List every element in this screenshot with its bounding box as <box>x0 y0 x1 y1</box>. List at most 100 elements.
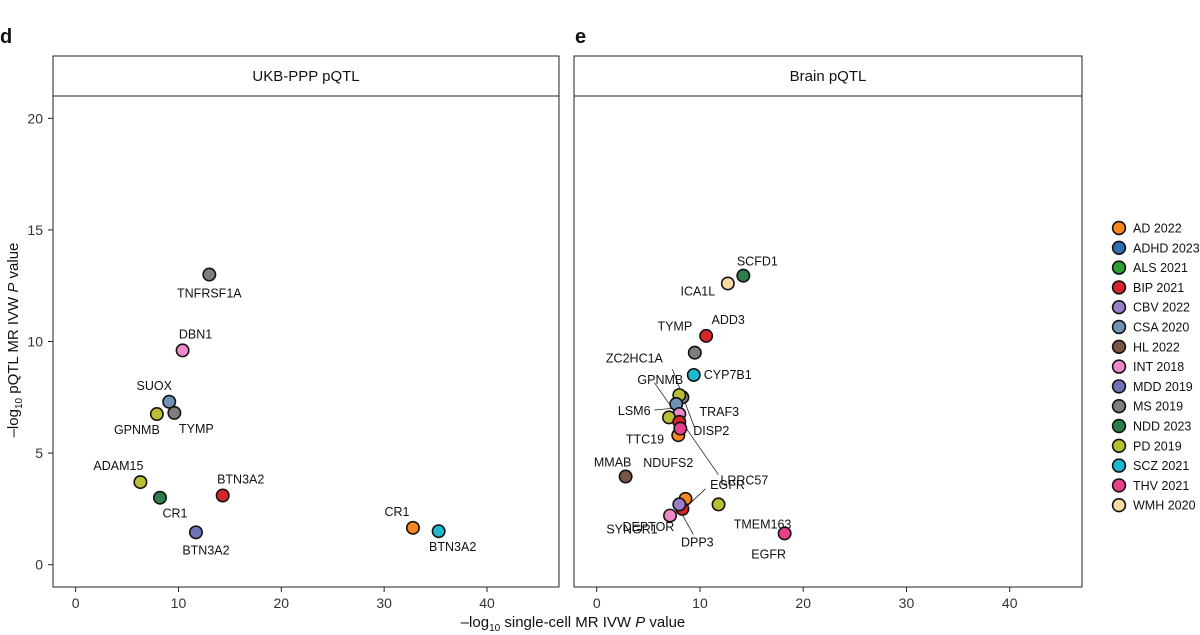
legend-label: MS 2019 <box>1133 400 1183 414</box>
data-point-add3 <box>699 328 714 343</box>
legend-label: WMH 2020 <box>1133 499 1196 513</box>
data-label-syngr1: SYNGR1 <box>606 523 657 537</box>
legend-label: ADHD 2023 <box>1133 241 1200 255</box>
data-label-btn3a2: BTN3A2 <box>217 472 264 486</box>
legend-label: HL 2022 <box>1133 340 1180 354</box>
data-label-mmab: MMAB <box>594 456 632 470</box>
x-axis-title: –log10 single-cell MR IVW P value <box>461 614 686 634</box>
legend-label: AD 2022 <box>1133 222 1182 236</box>
data-label-scfd1: SCFD1 <box>737 255 778 269</box>
x-tick-label: 0 <box>593 595 601 611</box>
y-tick-label: 5 <box>35 445 43 461</box>
data-point-dbn1 <box>175 343 190 358</box>
data-label-gpnmb: GPNMB <box>637 373 683 387</box>
data-label-lrrc57: LRRC57 <box>720 474 768 488</box>
y-tick-label: 0 <box>35 557 43 573</box>
data-point-tymp <box>687 345 702 360</box>
data-label-tymp: TYMP <box>657 320 692 334</box>
legend-label: CBV 2022 <box>1133 301 1190 315</box>
legend-swatch <box>1111 399 1127 414</box>
data-point-btn3a2 <box>215 488 230 503</box>
legend-label: THV 2021 <box>1133 479 1189 493</box>
data-point-lrrc57 <box>673 421 688 436</box>
x-tick-label: 0 <box>72 595 80 611</box>
legend-label: NDD 2023 <box>1133 420 1191 434</box>
legend-label: BIP 2021 <box>1133 281 1184 295</box>
data-point-mmab <box>618 469 633 484</box>
data-label-tmem163: TMEM163 <box>734 517 792 531</box>
data-label-egfr: EGFR <box>710 478 745 492</box>
x-tick-label: 20 <box>274 595 290 611</box>
data-label-egfr: EGFR <box>751 547 786 561</box>
panel-e-frame <box>573 55 1083 588</box>
data-point-ica1l <box>720 276 735 291</box>
x-tick-label: 30 <box>376 595 392 611</box>
data-label-tymp: TYMP <box>179 422 214 436</box>
data-point-syngr1 <box>663 508 678 523</box>
legend-label: INT 2018 <box>1133 360 1184 374</box>
legend-swatch <box>1111 418 1127 434</box>
data-point-tymp <box>167 405 182 420</box>
legend-label: SCZ 2021 <box>1133 459 1189 473</box>
data-point-btn3a2 <box>431 524 446 539</box>
data-point-tnfrsf1a <box>202 267 217 282</box>
y-tick-label: 20 <box>27 110 43 126</box>
data-label-zc2hc1a: ZC2HC1A <box>606 351 664 365</box>
data-label-dpp3: DPP3 <box>681 535 714 549</box>
y-tick-label: 15 <box>27 222 43 238</box>
data-point-btn3a2 <box>188 525 203 540</box>
x-tick-label: 40 <box>1002 595 1018 611</box>
legend-swatch <box>1111 379 1127 394</box>
data-label-suox: SUOX <box>136 379 172 393</box>
x-tick-label: 40 <box>479 595 495 611</box>
data-point-suox <box>162 394 177 409</box>
legend-swatch <box>1111 438 1127 453</box>
data-point-cyp7b1 <box>686 367 701 382</box>
x-tick-label: 10 <box>692 595 708 611</box>
data-label-btn3a2: BTN3A2 <box>182 543 229 557</box>
legend-swatch <box>1111 458 1127 473</box>
legend: AD 2022 ADHD 2023 ALS 2021 BIP 2021 CBV 2022… <box>1111 220 1200 513</box>
legend-label: CSA 2020 <box>1133 321 1189 335</box>
data-point-gpnmb <box>149 407 164 422</box>
panel-e-plot: 0 10 20 30 40 SCFD1 ICA1L ADD3 TYMP CYP7B1 ZC2HC1A… <box>593 255 1018 611</box>
legend-swatch <box>1111 319 1127 335</box>
legend-swatch <box>1111 498 1127 513</box>
panel-e-title: Brain pQTL <box>790 68 867 85</box>
data-label-disp2: DISP2 <box>693 424 729 438</box>
data-label-add3: ADD3 <box>711 313 744 327</box>
panel-d-frame <box>52 55 560 588</box>
data-label-ica1l: ICA1L <box>680 284 715 298</box>
legend-swatch <box>1111 339 1127 354</box>
legend-swatch <box>1111 280 1127 295</box>
panel-letter-d: d <box>0 26 12 48</box>
data-label-traf3: TRAF3 <box>700 405 740 419</box>
data-point-cr1 <box>152 490 167 505</box>
data-point-tmem163 <box>711 497 726 512</box>
data-label-tnfrsf1a: TNFRSF1A <box>177 287 242 301</box>
legend-swatch <box>1111 260 1127 275</box>
data-point-egfr <box>777 526 792 541</box>
legend-swatch <box>1111 300 1127 315</box>
panel-d-plot: 0 10 20 30 40 0 5 10 15 20 TNFRSF1A DBN1 SUOX GPNMB TY… <box>27 110 495 611</box>
legend-swatch <box>1111 478 1127 493</box>
data-point-scfd1 <box>736 268 751 283</box>
x-tick-label: 10 <box>171 595 187 611</box>
data-point-adam15 <box>133 475 148 490</box>
data-label-cr1: CR1 <box>384 505 409 519</box>
panel-letter-e: e <box>575 26 586 48</box>
data-point-cr1 <box>405 520 420 535</box>
data-label-ttc19: TTC19 <box>626 432 664 446</box>
data-label-adam15: ADAM15 <box>93 459 143 473</box>
x-tick-label: 20 <box>795 595 811 611</box>
x-tick-label: 30 <box>899 595 915 611</box>
data-point-dpp3 <box>672 497 687 512</box>
panel-d-title: UKB-PPP pQTL <box>252 68 359 85</box>
legend-label: MDD 2019 <box>1133 380 1193 394</box>
legend-swatch <box>1111 240 1127 256</box>
y-tick-label: 10 <box>27 334 43 350</box>
legend-swatch <box>1111 359 1127 374</box>
data-label-cr1: CR1 <box>162 507 187 521</box>
data-label-btn3a2: BTN3A2 <box>429 540 476 554</box>
